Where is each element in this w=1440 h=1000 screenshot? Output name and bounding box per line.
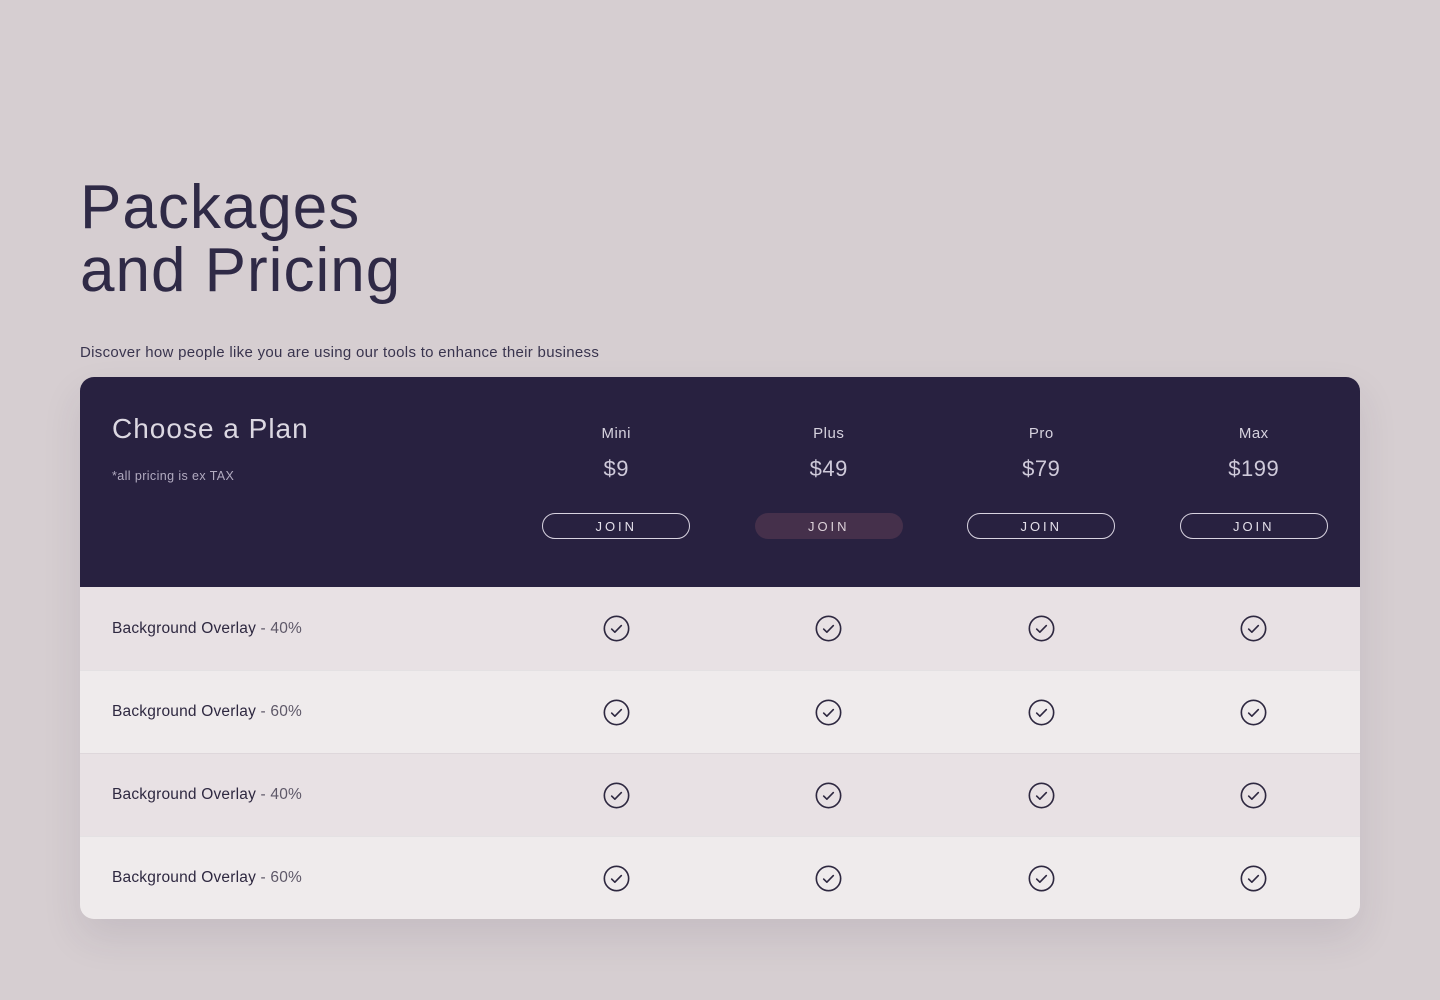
check-circle-icon <box>1240 865 1267 891</box>
feature-qualifier: - 40% <box>256 786 303 803</box>
feature-name: Background Overlay <box>112 619 257 637</box>
plan-column: Max $199 JOIN <box>1148 377 1361 539</box>
page-title: Packages and Pricing <box>80 176 599 302</box>
pricing-card: Choose a Plan *all pricing is ex TAX Min… <box>80 377 1360 919</box>
feature-label: Background Overlay - 60% <box>112 869 510 887</box>
feature-check-cell <box>723 699 936 726</box>
check-circle-icon <box>815 782 842 808</box>
feature-check-cell <box>935 699 1148 726</box>
check-circle-icon <box>1240 699 1267 725</box>
check-circle-icon <box>603 699 630 725</box>
feature-check-cell <box>1148 699 1361 726</box>
plan-name: Max <box>1238 425 1269 442</box>
check-circle-icon <box>1028 615 1055 642</box>
feature-check-cell <box>723 865 936 892</box>
feature-check-cell <box>510 699 723 726</box>
page-subtitle: Discover how people like you are using o… <box>80 344 600 361</box>
check-circle-icon <box>1028 699 1055 725</box>
feature-qualifier: - 60% <box>256 703 303 720</box>
check-circle-icon <box>1028 782 1055 808</box>
page-title-line2: and Pricing <box>80 236 402 305</box>
feature-check-cell <box>935 615 1148 642</box>
plan-name: Pro <box>1028 425 1054 442</box>
plan-header-left: Choose a Plan *all pricing is ex TAX <box>112 377 510 483</box>
page-title-line1: Packages <box>80 173 361 242</box>
check-circle-icon <box>1240 782 1267 808</box>
check-circle-icon <box>603 865 630 891</box>
feature-label: Background Overlay - 40% <box>112 620 510 638</box>
feature-name: Background Overlay <box>112 703 257 720</box>
feature-label: Background Overlay - 60% <box>112 703 510 721</box>
check-circle-icon <box>1240 615 1267 642</box>
check-circle-icon <box>603 782 630 808</box>
feature-name: Background Overlay <box>112 869 257 886</box>
join-button[interactable]: JOIN <box>542 513 691 539</box>
feature-row: Background Overlay - 40% <box>80 753 1360 836</box>
feature-label: Background Overlay - 40% <box>112 786 510 804</box>
feature-check-cell <box>510 865 723 892</box>
plan-header: Choose a Plan *all pricing is ex TAX Min… <box>80 377 1360 587</box>
plan-price: $49 <box>809 456 848 481</box>
plan-name: Mini <box>601 425 631 442</box>
plan-column: Plus $49 JOIN <box>723 377 936 539</box>
feature-check-cell <box>1148 615 1361 642</box>
feature-row: Background Overlay - 40% <box>80 587 1360 670</box>
feature-check-cell <box>935 865 1148 892</box>
check-circle-icon <box>1028 865 1055 891</box>
feature-check-cell <box>723 782 936 809</box>
plan-price: $79 <box>1022 456 1061 481</box>
feature-check-cell <box>723 615 936 642</box>
check-circle-icon <box>815 615 842 642</box>
plan-column: Mini $9 JOIN <box>510 377 723 539</box>
feature-row: Background Overlay - 60% <box>80 670 1360 753</box>
feature-qualifier: - 40% <box>256 619 303 637</box>
feature-qualifier: - 60% <box>256 869 303 886</box>
feature-check-cell <box>510 782 723 809</box>
plan-price: $9 <box>603 456 629 481</box>
feature-check-cell <box>935 782 1148 809</box>
plan-name: Plus <box>813 425 845 442</box>
plan-price: $199 <box>1228 456 1280 481</box>
feature-check-cell <box>1148 782 1361 809</box>
feature-check-cell <box>1148 865 1361 892</box>
check-circle-icon <box>815 699 842 725</box>
card-title: Choose a Plan <box>112 413 309 444</box>
feature-check-cell <box>510 615 723 642</box>
feature-table: Background Overlay - 40% Background Over… <box>80 587 1360 919</box>
join-button[interactable]: JOIN <box>967 513 1116 539</box>
check-circle-icon <box>815 865 842 891</box>
join-button[interactable]: JOIN <box>754 513 903 539</box>
join-button[interactable]: JOIN <box>1179 513 1328 539</box>
check-circle-icon <box>603 615 630 642</box>
feature-name: Background Overlay <box>112 786 257 803</box>
tax-note: *all pricing is ex TAX <box>112 469 235 483</box>
plan-column: Pro $79 JOIN <box>935 377 1148 539</box>
feature-row: Background Overlay - 60% <box>80 836 1360 919</box>
hero-section: Packages and Pricing Discover how people … <box>80 176 599 361</box>
